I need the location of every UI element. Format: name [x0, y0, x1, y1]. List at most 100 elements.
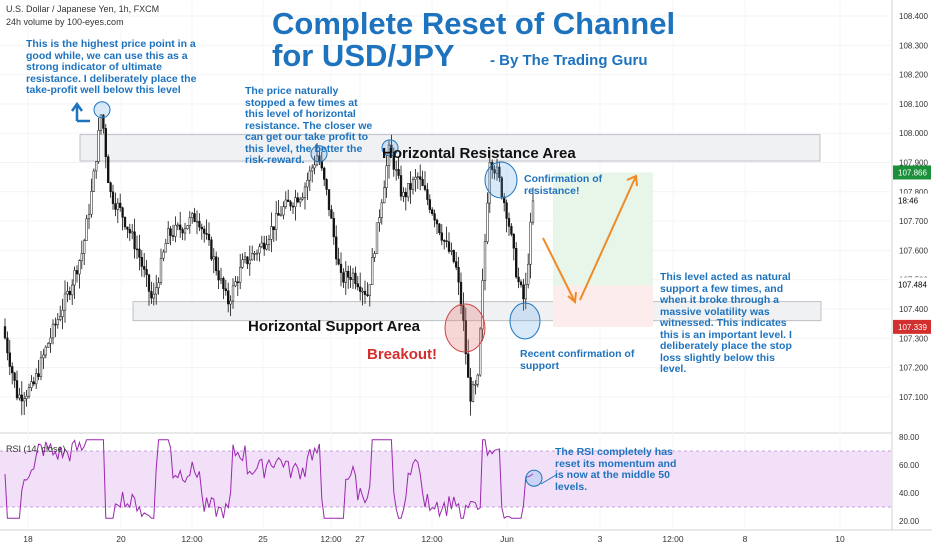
candle-body: [59, 316, 62, 320]
candle-body: [378, 217, 381, 224]
candle-body: [438, 223, 441, 234]
candle-body: [342, 272, 345, 283]
candle-body: [354, 272, 357, 284]
title-line-1: Complete Reset of Channel: [272, 6, 676, 41]
take-profit-zone: [553, 172, 653, 286]
price-badge: [893, 277, 931, 292]
price-tick-label: 107.800: [899, 188, 928, 197]
candle-body: [349, 276, 352, 280]
time-tick-label: 27: [355, 534, 365, 544]
candle-body: [71, 284, 74, 296]
time-tick-label: 12:00: [320, 534, 342, 544]
rsi-note-pointer: [540, 474, 557, 485]
candle-body: [303, 186, 307, 198]
candle-body: [471, 384, 475, 402]
candle-body: [56, 319, 59, 326]
candle-body: [455, 261, 458, 268]
candle-body: [231, 285, 235, 302]
symbol-line: U.S. Dollar / Japanese Yen, 1h, FXCM: [6, 4, 160, 14]
candle-body: [131, 231, 134, 234]
candle-body: [186, 225, 189, 229]
candle-body: [327, 189, 331, 210]
resistance-touch-circle: [381, 139, 399, 157]
rsi-band: [0, 451, 892, 507]
candle-body: [44, 346, 47, 356]
candle-body: [284, 199, 287, 208]
price-tick-label: 108.400: [899, 12, 928, 21]
chart-header: U.S. Dollar / Japanese Yen, 1h, FXCM 24h…: [6, 3, 159, 29]
candle-body: [426, 189, 429, 200]
candle-body: [272, 226, 275, 230]
price-tick-label: 107.600: [899, 246, 928, 255]
candle-body: [515, 248, 518, 278]
candle-body: [140, 257, 143, 267]
candle-body: [452, 250, 455, 262]
resistance-zone: [79, 134, 821, 162]
candle-body: [294, 197, 297, 207]
rsi-tick-label: 80.00: [899, 433, 920, 442]
candle-body: [23, 398, 26, 402]
rsi-label: RSI (14, close): [6, 444, 66, 454]
candle-body: [339, 263, 343, 273]
price-badge-label: 107.484: [898, 280, 927, 289]
candle-body: [447, 241, 451, 252]
candle-body: [529, 221, 532, 265]
candle-body: [366, 294, 369, 296]
candle-body: [363, 290, 367, 295]
candle-body: [147, 274, 151, 292]
candle-body: [512, 234, 515, 249]
candle-body: [505, 202, 508, 219]
candle-body: [332, 218, 335, 238]
candle-body: [522, 284, 525, 300]
candle-body: [212, 256, 215, 260]
candle-body: [109, 182, 112, 193]
price-badge-label: 18:46: [898, 197, 919, 206]
candle-body: [219, 278, 223, 281]
price-tick-label: 108.200: [899, 71, 928, 80]
candle-body: [97, 130, 100, 162]
candle-body: [171, 235, 175, 237]
candle-body: [116, 202, 119, 210]
candle-body: [483, 241, 487, 281]
candle-body: [479, 328, 482, 376]
note-price-stopped: The price naturally stopped a few times …: [245, 85, 373, 166]
candle-body: [325, 179, 328, 190]
time-tick-label: 8: [743, 534, 748, 544]
candle-body: [474, 383, 477, 386]
candle-body: [6, 337, 9, 354]
price-tick-label: 107.200: [899, 364, 928, 373]
gridlines: [0, 0, 892, 530]
candle-body: [138, 248, 141, 258]
candle-body: [435, 219, 439, 225]
candle-body: [296, 197, 299, 203]
chart-title: Complete Reset of Channel for USD/JPY: [272, 8, 675, 72]
candle-body: [287, 199, 290, 203]
candle-body: [39, 357, 43, 377]
candle-body: [416, 176, 419, 178]
candle-body: [263, 242, 266, 250]
candle-body: [371, 257, 374, 285]
rsi-circle: [525, 469, 543, 487]
candle-body: [229, 300, 232, 305]
candle-body: [404, 191, 407, 198]
price-pane[interactable]: [0, 0, 892, 432]
candle-body: [205, 233, 208, 235]
candle-body: [457, 267, 460, 283]
up-arrow-icon: [70, 101, 90, 123]
candle-body: [54, 323, 57, 326]
candle-body: [234, 281, 237, 287]
candle-body: [164, 243, 167, 253]
candle-body: [176, 224, 179, 227]
candle-body: [402, 191, 405, 197]
rsi-line: [0, 439, 892, 520]
candle-body: [428, 199, 431, 210]
candle-body: [299, 198, 302, 203]
candle-body: [517, 276, 520, 283]
time-tick-label: 18: [23, 534, 33, 544]
candle-body: [239, 267, 242, 283]
price-badge-label: 107.339: [898, 323, 927, 332]
candle-body: [486, 202, 489, 243]
arrow-head: [626, 174, 638, 187]
candle-body: [495, 166, 499, 174]
